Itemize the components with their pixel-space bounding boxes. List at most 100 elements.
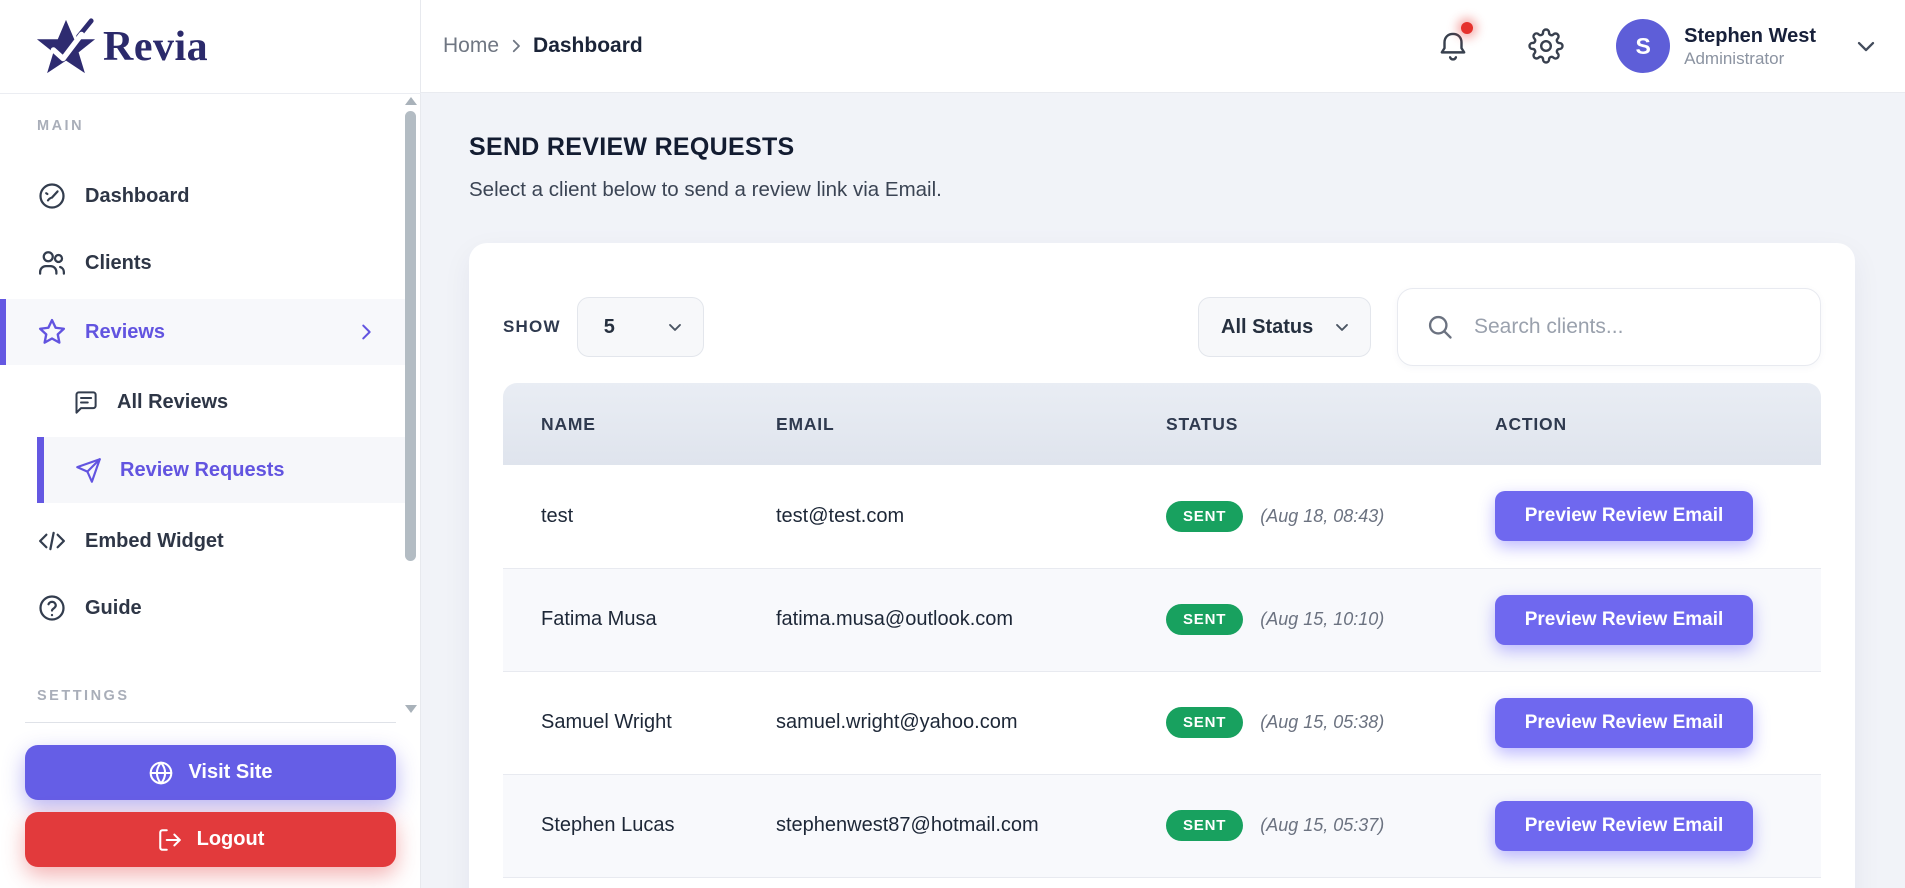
table-row: Stephen Lucas stephenwest87@hotmail.com … — [503, 774, 1821, 878]
sidebar-item-label: Dashboard — [85, 184, 190, 207]
sidebar-item-embed-widget[interactable]: Embed Widget — [0, 510, 405, 572]
name-cell: test — [503, 465, 738, 569]
sidebar-item-label: Embed Widget — [85, 529, 224, 552]
settings-divider — [25, 722, 396, 723]
page-title: SEND REVIEW REQUESTS — [469, 133, 795, 161]
email-cell: fatima.musa@outlook.com — [738, 568, 1128, 672]
email-cell: test@test.com — [738, 465, 1128, 569]
preview-review-email-button[interactable]: Preview Review Email — [1495, 491, 1753, 542]
table-row: test test@test.com SENT (Aug 18, 08:43) … — [503, 465, 1821, 569]
brand-logo[interactable]: Revia — [35, 12, 208, 82]
chevron-down-icon — [665, 317, 685, 337]
chevron-right-icon — [355, 321, 377, 343]
sidebar-scrollbar[interactable] — [403, 95, 418, 715]
avatar[interactable]: S — [1616, 19, 1671, 73]
preview-review-email-button[interactable]: Preview Review Email — [1495, 697, 1753, 748]
status-badge: SENT — [1166, 604, 1244, 635]
table-row: Fatima Musa fatima.musa@outlook.com SENT… — [503, 568, 1821, 672]
review-requests-card: SHOW 5 All Status — [469, 243, 1855, 888]
user-name: Stephen West — [1684, 24, 1816, 47]
sidebar-header-divider — [0, 93, 421, 94]
preview-review-email-button[interactable]: Preview Review Email — [1495, 594, 1753, 645]
page-size-select[interactable]: 5 — [576, 297, 704, 357]
avatar-initial: S — [1635, 32, 1651, 59]
logout-label: Logout — [196, 828, 265, 850]
notification-badge — [1461, 22, 1474, 34]
code-icon — [37, 526, 67, 556]
email-cell: samuel.wright@yahoo.com — [738, 671, 1128, 775]
user-role: Administrator — [1684, 48, 1785, 68]
settings-button[interactable] — [1528, 28, 1564, 64]
scrollbar-thumb[interactable] — [405, 111, 416, 561]
bell-icon — [1440, 32, 1466, 61]
chevron-down-icon — [1332, 317, 1352, 337]
globe-icon — [148, 760, 174, 786]
page-size-value: 5 — [603, 315, 615, 338]
help-circle-icon — [37, 593, 67, 623]
scroll-up-arrow-icon[interactable] — [405, 97, 417, 105]
sidebar-item-dashboard[interactable]: Dashboard — [0, 165, 405, 227]
search-input[interactable] — [1474, 315, 1800, 339]
topbar: Home Dashboard S — [421, 0, 1905, 93]
gear-icon — [1528, 28, 1564, 64]
breadcrumb-current: Dashboard — [533, 34, 643, 57]
sidebar: Revia MAIN Dashboard Clients — [0, 0, 421, 888]
show-label: SHOW — [503, 317, 561, 336]
status-filter-value: All Status — [1221, 315, 1314, 338]
sidebar-item-label: All Reviews — [117, 390, 229, 413]
chevron-down-icon[interactable] — [1852, 32, 1880, 60]
logout-icon — [157, 827, 183, 853]
column-header-action: ACTION — [1457, 383, 1821, 465]
scroll-down-arrow-icon[interactable] — [405, 705, 417, 713]
logout-button[interactable]: Logout — [25, 812, 396, 867]
visit-site-button[interactable]: Visit Site — [25, 745, 396, 800]
chevron-right-icon — [507, 37, 525, 55]
name-cell: Samuel Wright — [503, 671, 738, 775]
name-cell: Stephen Lucas — [503, 774, 738, 878]
brand-name: Revia — [103, 24, 209, 70]
page-subtitle: Select a client below to send a review l… — [469, 178, 942, 201]
sidebar-item-label: Guide — [85, 596, 142, 619]
status-filter-select[interactable]: All Status — [1198, 297, 1371, 357]
status-badge: SENT — [1166, 707, 1244, 738]
user-info[interactable]: Stephen West Administrator — [1684, 24, 1816, 69]
sidebar-item-reviews[interactable]: Reviews — [0, 299, 405, 365]
column-header-email: EMAIL — [738, 383, 1128, 465]
email-cell: stephenwest87@hotmail.com — [738, 774, 1128, 878]
column-header-status: STATUS — [1128, 383, 1457, 465]
sidebar-section-main: MAIN — [37, 118, 85, 134]
column-header-name: NAME — [503, 383, 738, 465]
sidebar-item-guide[interactable]: Guide — [0, 577, 405, 639]
sidebar-item-label: Review Requests — [120, 458, 285, 481]
sidebar-item-review-requests[interactable]: Review Requests — [37, 437, 405, 503]
star-icon — [37, 317, 67, 347]
search-icon — [1426, 313, 1454, 341]
message-icon — [72, 389, 99, 416]
sidebar-item-all-reviews[interactable]: All Reviews — [0, 371, 405, 433]
name-cell: Fatima Musa — [503, 568, 738, 672]
table-row: Samuel Wright samuel.wright@yahoo.com SE… — [503, 671, 1821, 775]
breadcrumb-home[interactable]: Home — [443, 34, 500, 57]
status-badge: SENT — [1166, 500, 1244, 532]
sidebar-item-clients[interactable]: Clients — [0, 232, 405, 294]
breadcrumb: Home Dashboard — [443, 34, 643, 58]
gauge-icon — [37, 181, 67, 211]
status-badge: SENT — [1166, 810, 1244, 841]
sent-timestamp: (Aug 15, 05:38) — [1260, 712, 1385, 732]
users-icon — [37, 248, 67, 278]
sent-timestamp: (Aug 15, 10:10) — [1260, 609, 1385, 629]
sidebar-section-settings: SETTINGS — [37, 688, 130, 704]
table-controls: SHOW 5 All Status — [503, 288, 1821, 366]
search-box — [1397, 288, 1821, 366]
visit-site-label: Visit Site — [188, 761, 273, 783]
main-content: SEND REVIEW REQUESTS Select a client bel… — [421, 93, 1905, 888]
notifications-button[interactable] — [1436, 22, 1474, 64]
table-header-row: NAME EMAIL STATUS ACTION — [503, 383, 1821, 465]
sidebar-item-label: Clients — [85, 251, 152, 274]
sent-timestamp: (Aug 15, 05:37) — [1260, 815, 1385, 835]
sent-timestamp: (Aug 18, 08:43) — [1260, 505, 1385, 526]
clients-table: NAME EMAIL STATUS ACTION test test@test.… — [503, 383, 1821, 878]
star-check-logo-icon — [35, 16, 97, 78]
preview-review-email-button[interactable]: Preview Review Email — [1495, 800, 1753, 851]
